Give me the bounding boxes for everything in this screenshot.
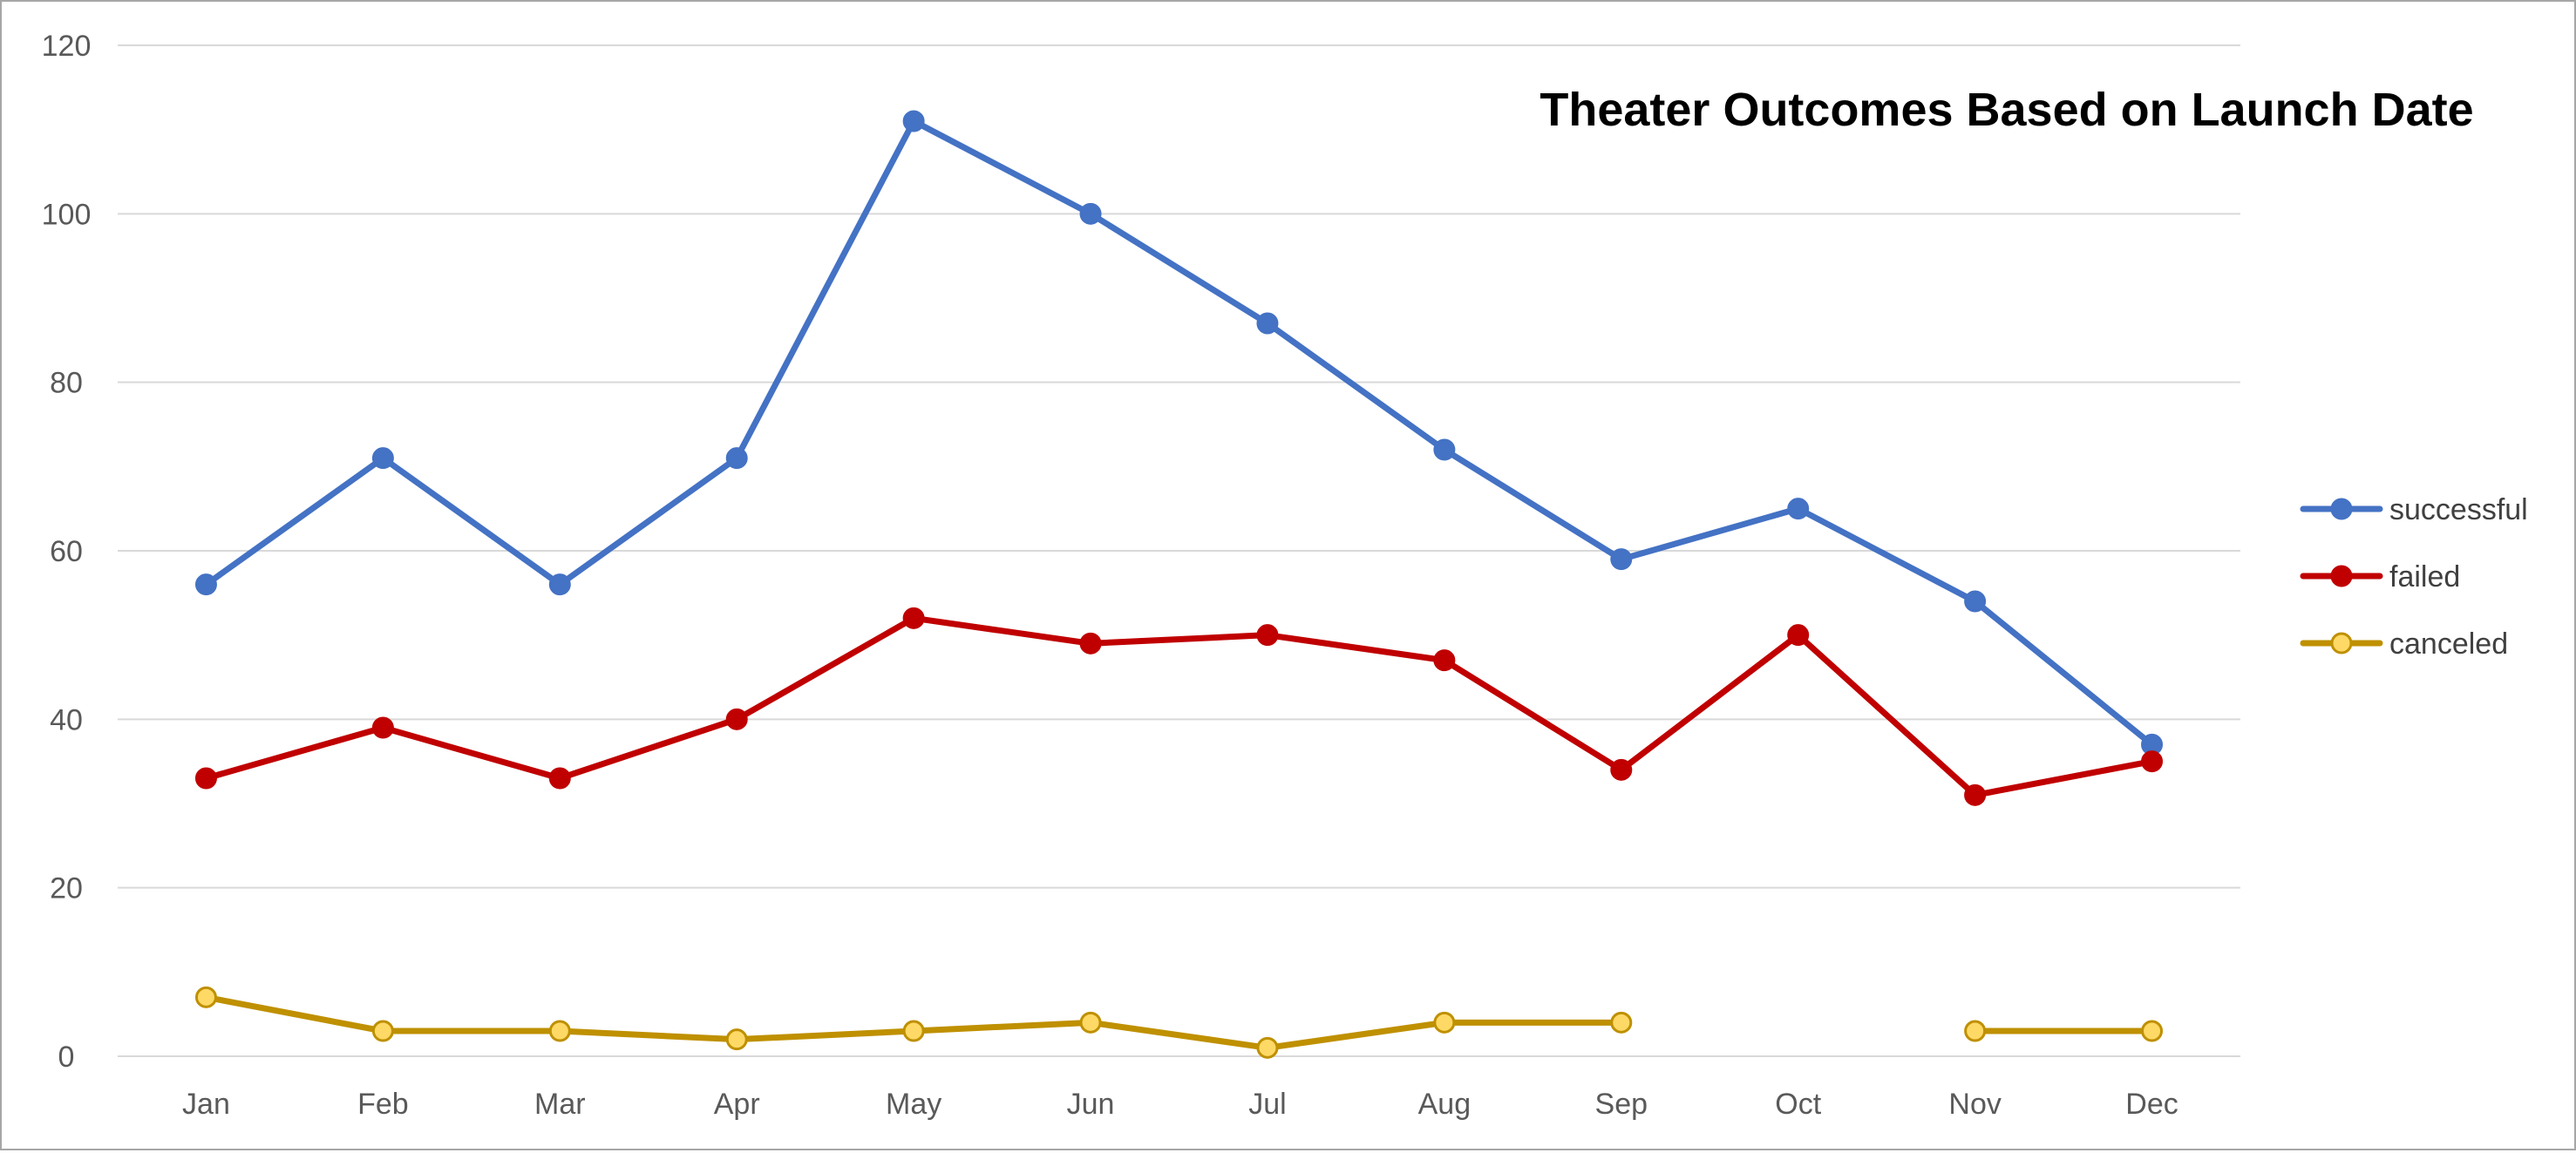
- legend-marker-canceled: [2330, 632, 2353, 654]
- x-tick-label: Jul: [1248, 1088, 1286, 1121]
- data-point-failed-nov: [1964, 783, 1987, 806]
- data-point-canceled-aug: [1433, 1011, 1456, 1034]
- data-point-failed-dec: [2141, 750, 2164, 773]
- y-tick-label: 80: [50, 367, 83, 400]
- series-line-failed: [202, 614, 2156, 798]
- y-tick-label: 40: [50, 703, 83, 736]
- data-point-canceled-nov: [1964, 1020, 1987, 1042]
- x-tick-label: Dec: [2125, 1088, 2178, 1121]
- x-tick-label: Oct: [1775, 1088, 1821, 1121]
- series-canceled: [194, 986, 2164, 1059]
- series-line-successful: [202, 118, 2156, 748]
- x-tick-label: Feb: [357, 1088, 409, 1121]
- data-point-failed-sep: [1610, 758, 1633, 781]
- data-point-failed-apr: [725, 708, 748, 730]
- data-point-canceled-sep: [1610, 1011, 1633, 1034]
- data-point-failed-jul: [1256, 624, 1279, 647]
- data-point-failed-mar: [548, 767, 571, 790]
- x-tick-label: Mar: [534, 1088, 586, 1121]
- data-point-successful-aug: [1433, 438, 1456, 461]
- x-tick-label: Aug: [1418, 1088, 1472, 1121]
- legend-label: successful: [2389, 493, 2528, 526]
- data-point-canceled-jan: [194, 986, 217, 1008]
- data-point-successful-nov: [1964, 590, 1987, 613]
- y-tick-label: 20: [50, 872, 83, 905]
- data-point-successful-apr: [725, 447, 748, 470]
- data-point-successful-feb: [371, 447, 394, 470]
- data-point-failed-jun: [1079, 632, 1102, 654]
- data-point-successful-jul: [1256, 312, 1279, 335]
- data-point-canceled-apr: [725, 1028, 748, 1051]
- data-point-canceled-jun: [1079, 1011, 1102, 1034]
- data-point-canceled-dec: [2141, 1020, 2164, 1042]
- data-point-canceled-feb: [371, 1020, 394, 1042]
- legend: successful failed canceled: [2300, 493, 2528, 661]
- data-point-successful-mar: [548, 573, 571, 596]
- data-point-canceled-jul: [1256, 1036, 1279, 1059]
- series-successful: [194, 110, 2164, 756]
- data-point-successful-sep: [1610, 548, 1633, 571]
- x-tick-label: May: [886, 1088, 941, 1121]
- data-point-canceled-may: [902, 1020, 925, 1042]
- y-tick-label: 60: [50, 535, 83, 568]
- chart-title: Theater Outcomes Based on Launch Date: [1539, 84, 2473, 136]
- data-point-failed-feb: [371, 716, 394, 739]
- x-axis-tick-labels: Jan Feb Mar Apr May Jun Jul Aug Sep Oct Nov Dec: [182, 1088, 2178, 1121]
- series-failed: [194, 607, 2164, 806]
- x-tick-label: Jan: [182, 1088, 230, 1121]
- legend-label: failed: [2389, 560, 2460, 593]
- legend-label: canceled: [2389, 627, 2508, 661]
- legend-item-successful: successful: [2300, 493, 2528, 526]
- y-tick-label: 120: [42, 30, 92, 63]
- data-point-failed-may: [902, 607, 925, 629]
- data-point-successful-may: [902, 110, 925, 132]
- series-lines: [194, 110, 2164, 1059]
- x-tick-label: Jun: [1067, 1088, 1115, 1121]
- legend-marker-successful: [2330, 498, 2353, 520]
- legend-marker-failed: [2330, 565, 2353, 587]
- x-tick-label: Sep: [1595, 1088, 1648, 1121]
- data-point-failed-jan: [194, 767, 217, 790]
- gridlines: [118, 44, 2240, 1057]
- x-tick-label: Nov: [1948, 1088, 2001, 1121]
- data-point-failed-aug: [1433, 649, 1456, 672]
- legend-item-canceled: canceled: [2300, 627, 2508, 661]
- data-point-failed-oct: [1787, 624, 1810, 647]
- x-tick-label: Apr: [714, 1088, 760, 1121]
- data-point-canceled-mar: [548, 1020, 571, 1042]
- y-tick-label: 0: [58, 1041, 75, 1074]
- y-axis-tick-labels: 0 20 40 60 80 100 120: [42, 30, 92, 1074]
- data-point-successful-oct: [1787, 498, 1810, 520]
- y-tick-label: 100: [42, 198, 92, 231]
- data-point-successful-jun: [1079, 202, 1102, 225]
- data-point-successful-jan: [194, 573, 217, 596]
- legend-item-failed: failed: [2300, 560, 2460, 593]
